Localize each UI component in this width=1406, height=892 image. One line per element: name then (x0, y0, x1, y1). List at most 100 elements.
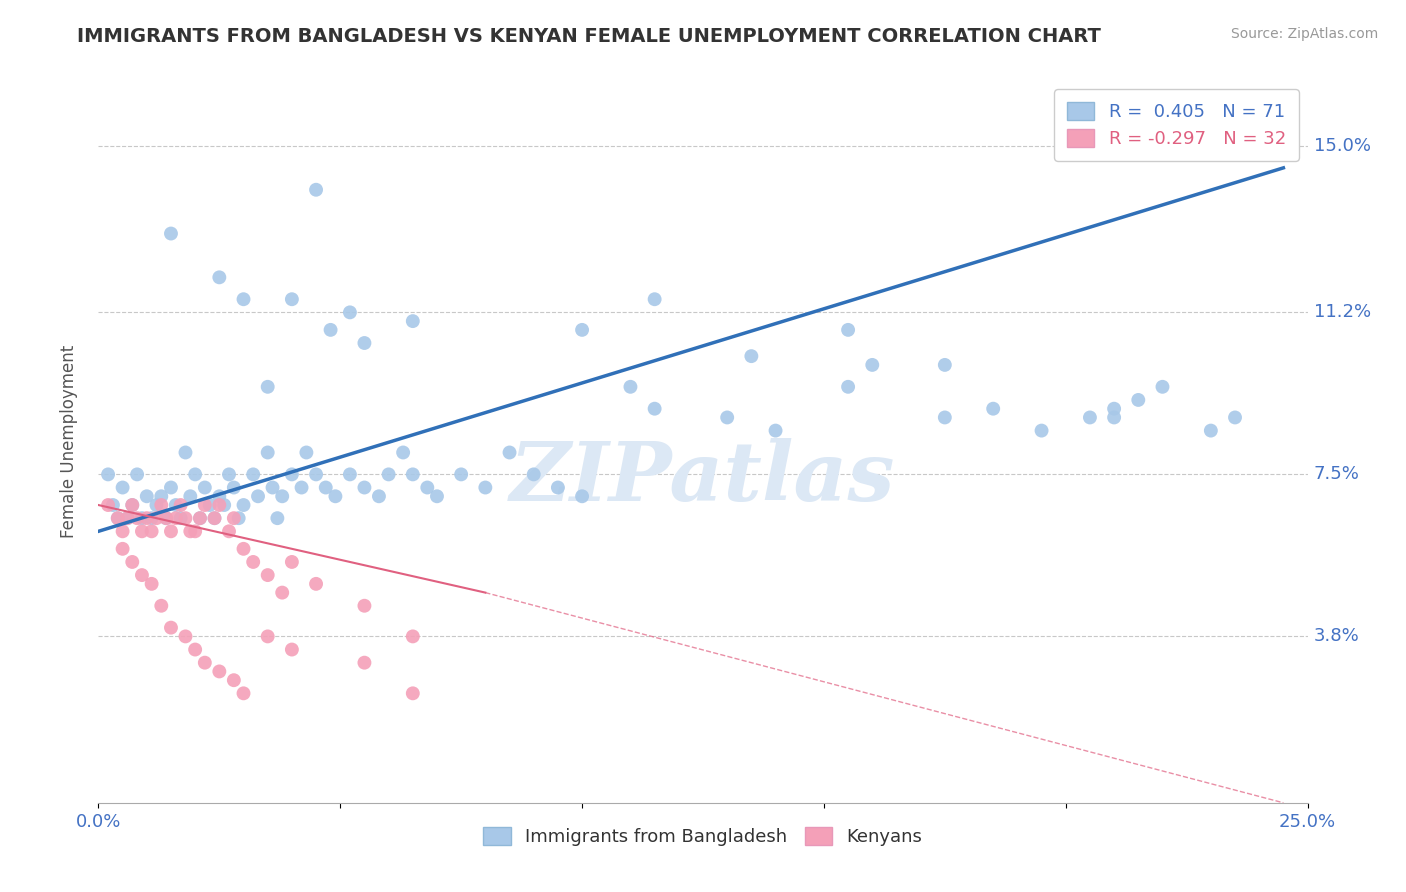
Point (402, 314, 425, 328)
Point (111, 481, 134, 495)
Point (160, 227, 183, 241)
Point (184, 467, 207, 482)
Point (174, 511, 197, 525)
Point (169, 511, 191, 525)
Point (281, 467, 304, 482)
Point (426, 489, 449, 503)
Point (222, 673, 245, 688)
Point (837, 323, 859, 337)
Point (1152, 380, 1174, 394)
Text: 7.5%: 7.5% (1313, 466, 1360, 483)
Point (1199, 424, 1222, 438)
Point (242, 555, 264, 569)
Point (107, 511, 129, 525)
Point (1272, 117, 1295, 131)
Point (141, 511, 163, 525)
Point (111, 541, 134, 556)
Point (208, 489, 231, 503)
Point (315, 481, 337, 495)
Point (222, 481, 245, 495)
Point (319, 323, 342, 337)
Point (228, 511, 250, 525)
Point (450, 467, 472, 482)
Point (571, 489, 593, 503)
Point (174, 629, 197, 643)
Point (256, 380, 278, 394)
Point (377, 467, 399, 482)
Point (290, 481, 312, 495)
Point (619, 380, 641, 394)
Point (256, 568, 278, 582)
Point (339, 467, 361, 482)
Point (981, 401, 1004, 416)
Point (194, 498, 217, 512)
Point (934, 358, 956, 372)
Legend: Immigrants from Bangladesh, Kenyans: Immigrants from Bangladesh, Kenyans (471, 814, 935, 859)
Point (402, 629, 425, 643)
Point (127, 467, 149, 482)
Point (194, 481, 217, 495)
Text: Source: ZipAtlas.com: Source: ZipAtlas.com (1230, 27, 1378, 41)
Point (571, 323, 593, 337)
Point (353, 336, 375, 351)
Point (644, 401, 666, 416)
Point (208, 270, 231, 285)
Point (837, 380, 859, 394)
Point (160, 481, 183, 495)
Point (121, 498, 143, 512)
Point (232, 292, 254, 306)
Point (305, 577, 328, 591)
Point (121, 498, 143, 512)
Point (353, 481, 375, 495)
Point (121, 555, 143, 569)
Point (271, 489, 294, 503)
Point (266, 511, 288, 525)
Point (262, 481, 284, 495)
Point (179, 489, 201, 503)
Point (765, 424, 787, 438)
Point (339, 305, 361, 319)
Point (1128, 392, 1150, 407)
Point (392, 445, 415, 459)
Point (160, 621, 183, 635)
Point (155, 511, 177, 525)
Point (281, 292, 304, 306)
Point (402, 467, 425, 482)
Point (498, 445, 520, 459)
Point (204, 511, 226, 525)
Point (547, 481, 569, 495)
Point (222, 511, 245, 525)
Point (716, 410, 738, 425)
Point (1102, 401, 1125, 416)
Point (97, 467, 120, 482)
Point (247, 489, 270, 503)
Point (353, 656, 375, 670)
Point (145, 498, 167, 512)
Point (184, 642, 207, 657)
Point (474, 481, 496, 495)
Point (242, 467, 264, 482)
Point (107, 511, 129, 525)
Point (135, 489, 157, 503)
Text: ZIPatlas: ZIPatlas (510, 438, 896, 517)
Point (141, 577, 163, 591)
Point (135, 511, 157, 525)
Point (402, 686, 425, 700)
Point (523, 467, 546, 482)
Point (204, 511, 226, 525)
Point (155, 511, 177, 525)
Point (281, 555, 304, 569)
Point (353, 599, 375, 613)
Point (1223, 410, 1246, 425)
Point (740, 349, 762, 363)
Y-axis label: Female Unemployment: Female Unemployment (59, 345, 77, 538)
Text: 3.8%: 3.8% (1313, 627, 1360, 646)
Point (232, 498, 254, 512)
Point (150, 489, 173, 503)
Text: IMMIGRANTS FROM BANGLADESH VS KENYAN FEMALE UNEMPLOYMENT CORRELATION CHART: IMMIGRANTS FROM BANGLADESH VS KENYAN FEM… (77, 27, 1101, 45)
Point (934, 410, 956, 425)
Point (232, 686, 254, 700)
Point (256, 629, 278, 643)
Point (325, 489, 347, 503)
Point (208, 498, 231, 512)
